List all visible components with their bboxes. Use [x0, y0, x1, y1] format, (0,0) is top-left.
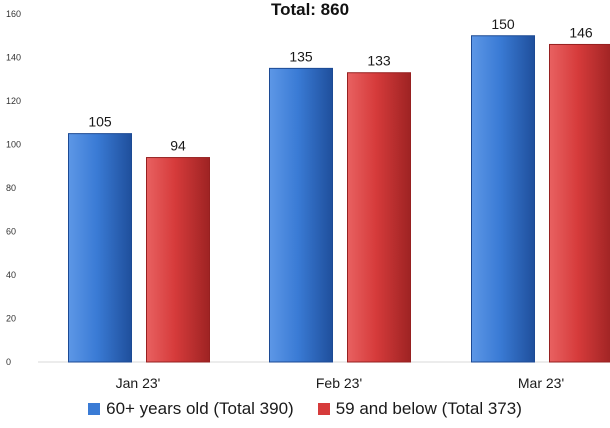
legend-item-series-2: 59 and below (Total 373) [318, 399, 522, 419]
bar [69, 134, 132, 362]
legend-item-series-1: 60+ years old (Total 390) [88, 399, 294, 419]
bar-series: 105 94 135 133 150 146 [69, 16, 610, 362]
bar [147, 158, 210, 362]
bar [550, 44, 610, 362]
data-label: 105 [88, 114, 112, 130]
x-tick-label: Mar 23' [518, 375, 564, 391]
data-label: 150 [491, 16, 515, 32]
data-label: 94 [170, 138, 186, 154]
legend-swatch-blue [88, 403, 100, 415]
data-label: 146 [569, 24, 593, 40]
y-tick-label: 0 [6, 357, 11, 367]
bar [270, 68, 333, 362]
y-tick-label: 20 [6, 314, 16, 324]
x-tick-label: Jan 23' [116, 375, 161, 391]
bar [472, 36, 535, 362]
x-axis-labels: Jan 23' Feb 23' Mar 23' [116, 375, 564, 391]
y-tick-label: 60 [6, 227, 16, 237]
legend-swatch-red [318, 403, 330, 415]
x-tick-label: Feb 23' [316, 375, 362, 391]
y-tick-label: 160 [6, 9, 21, 19]
y-tick-label: 120 [6, 96, 21, 106]
y-tick-label: 80 [6, 183, 16, 193]
legend: 60+ years old (Total 390) 59 and below (… [0, 396, 610, 422]
y-axis: 0 20 40 60 80 100 120 140 160 [6, 9, 21, 367]
legend-label-series-2: 59 and below (Total 373) [336, 399, 522, 419]
y-tick-label: 100 [6, 140, 21, 150]
legend-label-series-1: 60+ years old (Total 390) [106, 399, 294, 419]
y-tick-label: 140 [6, 53, 21, 63]
data-label: 133 [367, 53, 391, 69]
chart-title: Total: 860 [271, 0, 349, 19]
y-tick-label: 40 [6, 270, 16, 280]
bar [348, 73, 411, 362]
data-label: 135 [289, 48, 313, 64]
